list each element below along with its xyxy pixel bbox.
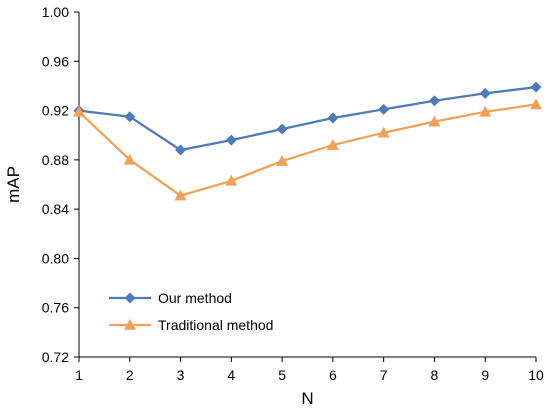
x-tick-label: 6: [329, 367, 337, 383]
plot-area: 1 2 3 4 5 6 7 8 9 10 0.72 0.76 0.80 0.84 0.88 0.92 0.96…: [42, 4, 544, 383]
data-point: [479, 87, 491, 99]
legend-item: Our method: [109, 290, 232, 306]
data-point: [174, 189, 187, 201]
x-tick-label: 10: [528, 367, 544, 383]
legend-label: Our method: [158, 290, 232, 306]
series-layer: [73, 81, 542, 201]
x-tick-label: 2: [126, 367, 134, 383]
series-traditional-method: [73, 98, 542, 201]
data-point: [530, 81, 542, 93]
legend-marker: [124, 319, 136, 330]
legend-label: Traditional method: [158, 317, 273, 333]
x-tick-label: 5: [278, 367, 286, 383]
data-point: [377, 126, 390, 138]
data-point: [276, 123, 288, 135]
data-point: [225, 134, 237, 146]
data-point: [124, 111, 136, 123]
legend: Our method Traditional method: [109, 290, 273, 333]
data-point: [479, 105, 492, 117]
x-axis-title: N: [301, 389, 313, 408]
y-tick-label: 0.88: [42, 152, 69, 168]
legend-marker: [124, 292, 136, 304]
series-line: [78, 103, 537, 197]
data-point: [428, 115, 441, 127]
x-tick-label: 8: [431, 367, 439, 383]
y-tick-label: 0.96: [42, 53, 69, 69]
y-tick-label: 0.76: [42, 300, 69, 316]
x-tick-label: 3: [177, 367, 185, 383]
data-point: [175, 144, 187, 156]
data-point: [530, 98, 542, 110]
data-point: [326, 139, 339, 150]
y-tick-label: 1.00: [42, 4, 69, 20]
data-point: [123, 153, 136, 165]
x-tick-label: 9: [481, 367, 489, 383]
series-line: [78, 86, 537, 152]
x-tick-label: 4: [227, 367, 235, 383]
legend-item: Traditional method: [109, 317, 273, 333]
y-tick-label: 0.84: [42, 201, 69, 217]
x-axis-ticks: 1 2 3 4 5 6 7 8 9 10: [75, 357, 544, 383]
data-point: [378, 103, 390, 115]
x-tick-label: 1: [75, 367, 83, 383]
data-point: [428, 95, 440, 107]
y-axis-title: mAP: [4, 166, 23, 203]
data-point: [225, 174, 238, 186]
y-tick-label: 0.80: [42, 250, 69, 266]
data-point: [327, 112, 339, 124]
data-point: [73, 105, 85, 117]
y-tick-label: 0.92: [42, 103, 69, 119]
y-axis-ticks: 0.72 0.76 0.80 0.84 0.88 0.92 0.96 1.00: [42, 4, 79, 365]
data-point: [276, 155, 289, 166]
series-our-method: [73, 81, 542, 156]
y-tick-label: 0.72: [42, 349, 69, 365]
x-tick-label: 7: [380, 367, 388, 383]
